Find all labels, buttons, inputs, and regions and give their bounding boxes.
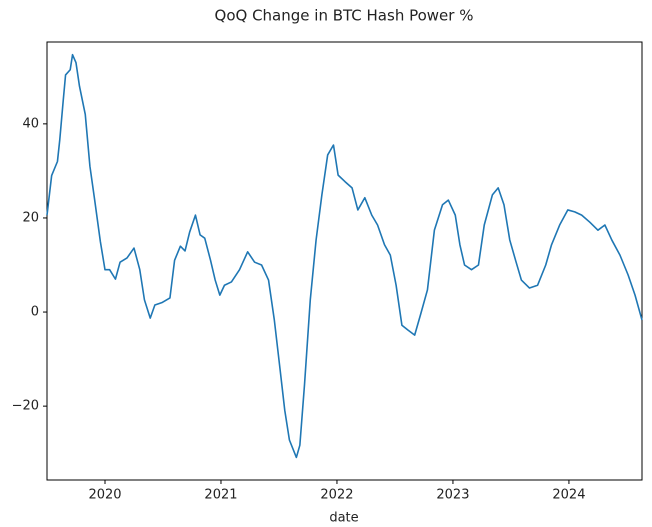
x-tick-label: 2023 [436, 488, 469, 503]
x-tick-label: 2020 [88, 488, 121, 503]
x-tick-label: 2024 [552, 488, 585, 503]
x-tick-label: 2022 [320, 488, 353, 503]
plot-frame [46, 41, 643, 481]
series-line [46, 53, 643, 459]
y-tick-label: 0 [31, 305, 39, 320]
y-tick-label: −20 [12, 399, 39, 414]
y-tick-label: 20 [22, 210, 39, 225]
chart-title: QoQ Change in BTC Hash Power % [215, 7, 474, 25]
x-tick-label: 2021 [204, 488, 237, 503]
x-axis-label: date [329, 511, 358, 526]
y-tick-label: 40 [22, 116, 39, 131]
